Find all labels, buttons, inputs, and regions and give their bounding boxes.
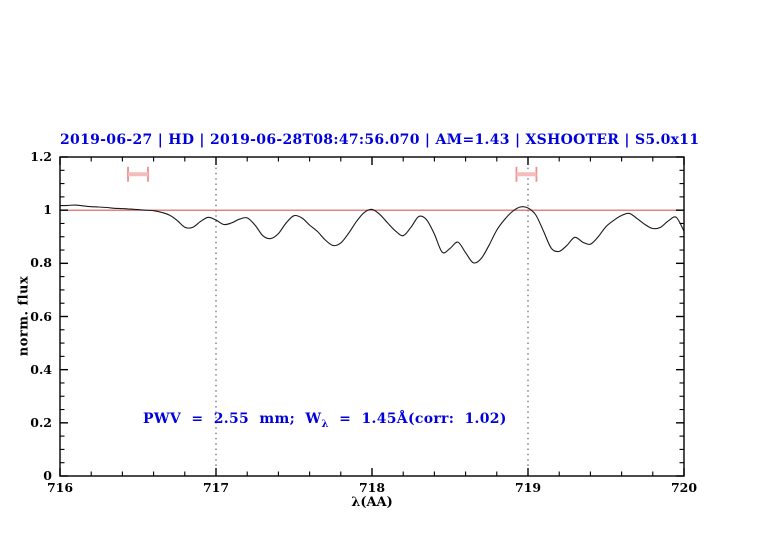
y-tick-label: 0.8 (30, 255, 52, 271)
y-tick-label: 0.6 (30, 308, 52, 324)
y-tick-label: 0.4 (30, 361, 52, 377)
y-tick-label: 1.2 (30, 149, 52, 164)
x-tick-label: 716 (46, 480, 74, 495)
plot-frame (59, 156, 685, 477)
x-tick-label: 719 (514, 480, 542, 495)
y-tick-label: 0.2 (30, 414, 52, 430)
y-tick-label: 0 (43, 468, 52, 483)
x-tick-label: 720 (670, 480, 698, 495)
plot-title: 2019-06-27 | HD | 2019-06-28T08:47:56.07… (60, 132, 700, 148)
x-tick-label: 718 (358, 480, 386, 495)
pwv-annotation-prefix: PWV = 2.55 mm; W (143, 411, 322, 427)
y-tick-label: 1 (43, 202, 52, 218)
spectrum-line (59, 204, 685, 264)
pwv-annotation-subscript: λ (321, 418, 329, 430)
x-tick-label: 717 (202, 480, 230, 495)
pwv-annotation: PWV = 2.55 mm; Wλ = 1.45Å(corr: 1.02) (143, 411, 507, 430)
x-axis-label: λ(AA) (351, 495, 393, 510)
pwv-annotation-suffix: = 1.45Å(corr: 1.02) (328, 411, 507, 427)
